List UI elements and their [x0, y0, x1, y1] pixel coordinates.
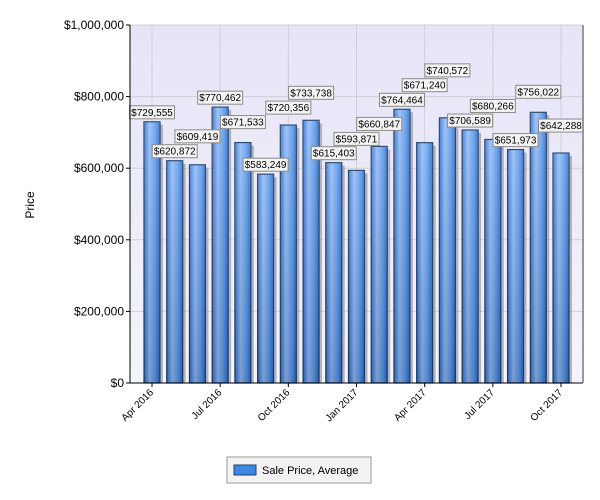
bar-shade	[234, 142, 251, 383]
data-label-box	[492, 133, 539, 148]
data-label: $729,555	[131, 108, 173, 119]
x-tick-label: Jul 2017	[462, 387, 497, 422]
data-label-box	[515, 84, 562, 99]
data-label: $651,973	[495, 136, 537, 147]
data-label-box	[356, 116, 403, 131]
data-label: $671,240	[404, 81, 446, 92]
bar-shade	[393, 109, 410, 383]
bar-shade	[484, 139, 501, 383]
bar-shade	[530, 112, 547, 384]
y-tick-label: $1,000,000	[64, 18, 124, 32]
bar-shade	[462, 130, 479, 383]
bar-shade	[553, 153, 569, 383]
data-label: $706,589	[449, 116, 491, 127]
bar-shade	[507, 149, 524, 383]
data-label: $680,266	[472, 101, 514, 112]
data-label-box	[310, 146, 357, 161]
data-label: $756,022	[517, 87, 559, 98]
data-label: $770,462	[199, 93, 241, 104]
data-label: $615,403	[313, 149, 355, 160]
data-label-box	[333, 131, 380, 146]
data-label: $642,288	[540, 121, 582, 132]
x-tick-label: Apr 2017	[392, 387, 429, 424]
data-label-box	[265, 100, 312, 115]
x-tick-label: Jul 2016	[190, 387, 225, 422]
legend: Sale Price, Average	[226, 456, 372, 484]
y-tick-label: $0	[111, 376, 125, 390]
bar-shade	[303, 120, 320, 384]
bar-shade	[280, 125, 297, 383]
data-label-box	[378, 92, 425, 107]
y-tick-label: $600,000	[74, 161, 124, 175]
bar-shade	[144, 121, 160, 384]
data-label-box	[174, 129, 221, 144]
bar-shade	[189, 164, 206, 383]
x-tick-label: Oct 2017	[529, 387, 566, 424]
data-label: $733,738	[290, 88, 332, 99]
bar-shade	[348, 170, 365, 383]
y-tick-label: $200,000	[74, 304, 124, 318]
data-label-box	[469, 98, 516, 113]
bar-shade	[416, 142, 433, 383]
data-label-box	[288, 85, 335, 100]
legend-swatch	[233, 464, 257, 476]
bar-shade	[325, 162, 342, 383]
x-tick-label: Oct 2016	[256, 387, 293, 424]
bar-shade	[439, 117, 456, 384]
data-label-box	[447, 113, 494, 128]
data-label-box	[424, 63, 471, 78]
bar-shade	[257, 174, 274, 383]
data-label: $620,872	[154, 147, 196, 158]
y-axis-label: Price	[23, 191, 37, 219]
y-tick-label: $800,000	[74, 90, 124, 104]
bar-shade	[166, 160, 183, 383]
data-label: $671,533	[222, 118, 264, 129]
x-tick-label: Jan 2017	[324, 387, 361, 424]
data-label-box	[401, 78, 448, 93]
x-tick-label: Apr 2016	[120, 387, 157, 424]
data-label: $740,572	[427, 66, 469, 77]
y-tick-label: $400,000	[74, 233, 124, 247]
data-label: $720,356	[267, 103, 309, 114]
data-label: $660,847	[358, 119, 400, 130]
data-label: $583,249	[245, 160, 287, 171]
data-label: $609,419	[177, 132, 219, 143]
data-label-box	[151, 144, 198, 159]
legend-label: Sale Price, Average	[262, 465, 358, 477]
data-label-box	[197, 90, 244, 105]
data-label-box	[219, 115, 266, 130]
bar-shade	[371, 146, 388, 383]
data-label: $593,871	[336, 134, 378, 145]
bar-shade	[212, 107, 229, 383]
data-label-box	[242, 157, 289, 172]
data-label: $764,464	[381, 95, 423, 106]
